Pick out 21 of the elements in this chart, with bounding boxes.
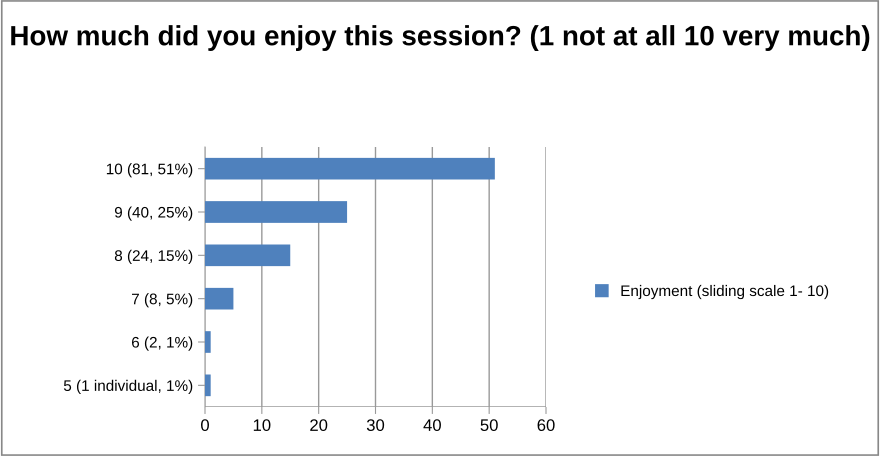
bar	[205, 288, 234, 310]
bar	[205, 201, 348, 223]
y-tick-label: 9 (40, 25%)	[114, 206, 192, 221]
bar	[205, 331, 211, 353]
x-tick-label: 30	[366, 419, 384, 432]
x-tick-label: 60	[538, 419, 555, 432]
y-tick-label: 6 (2, 1%)	[132, 336, 192, 351]
x-tick-label: 0	[201, 419, 209, 432]
y-tick-label: 5 (1 individual, 1%)	[64, 380, 192, 394]
x-tick-label: 20	[310, 419, 328, 432]
x-tick-label: 10	[254, 419, 270, 432]
legend-label: Enjoyment (sliding scale 1- 10)	[621, 284, 828, 300]
chart-title: How much did you enjoy this session? (1 not at all 10 very much)	[11, 25, 870, 51]
x-tick-label: 50	[480, 419, 498, 432]
y-tick-label: 7 (8, 5%)	[132, 293, 192, 308]
y-tick-label: 10 (81, 51%)	[106, 163, 192, 178]
y-tick-label: 8 (24, 15%)	[114, 250, 192, 264]
bar	[205, 374, 211, 396]
x-tick-label: 40	[423, 419, 441, 432]
bar	[205, 158, 495, 180]
bar	[205, 244, 290, 266]
